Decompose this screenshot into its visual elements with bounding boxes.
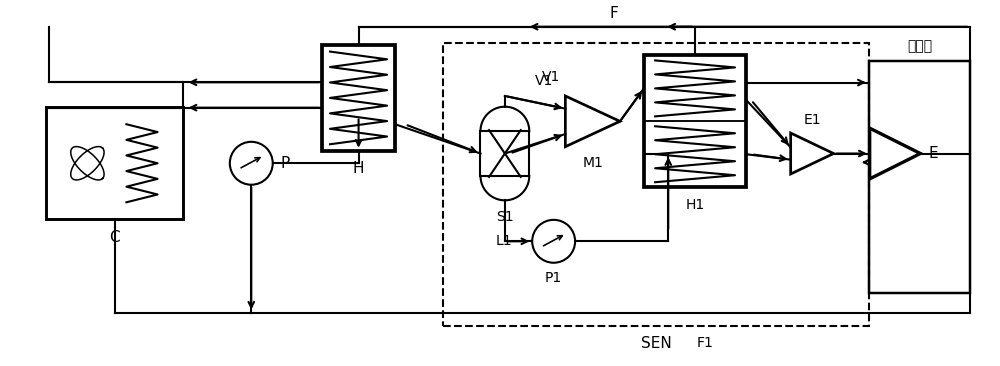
Bar: [443, 43, 869, 326]
Bar: [322, 45, 395, 150]
Text: P1: P1: [545, 270, 562, 284]
Bar: [480, 131, 529, 176]
Text: H: H: [353, 161, 364, 176]
Text: S1: S1: [496, 210, 514, 224]
Text: SEN: SEN: [641, 336, 671, 351]
Text: 余热源: 余热源: [907, 39, 932, 53]
Bar: [46, 107, 183, 219]
Text: P: P: [281, 156, 290, 171]
Text: E1: E1: [803, 113, 821, 127]
Text: L1: L1: [496, 234, 513, 248]
Bar: [644, 56, 746, 187]
Text: F1: F1: [696, 336, 713, 350]
Text: H1: H1: [685, 198, 705, 212]
Text: V1: V1: [535, 74, 554, 88]
Text: E: E: [928, 146, 938, 161]
Bar: [869, 61, 970, 293]
Text: V1: V1: [542, 70, 560, 84]
Text: M1: M1: [582, 156, 603, 171]
Text: C: C: [109, 230, 120, 245]
Text: F: F: [609, 6, 618, 21]
